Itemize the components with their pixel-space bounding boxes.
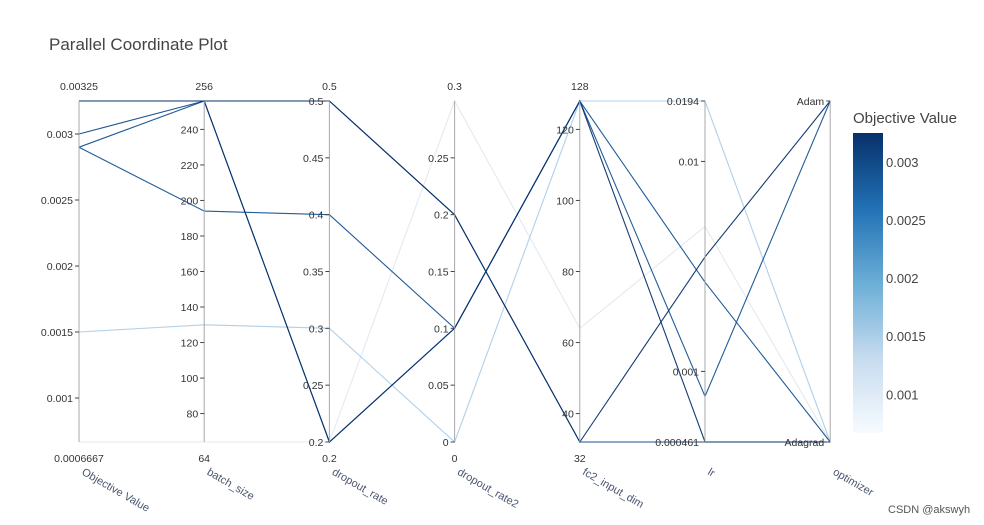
axis-range-max: 0.3 (447, 81, 462, 93)
chart-title: Parallel Coordinate Plot (49, 35, 228, 54)
axis-tick-label: 100 (556, 195, 574, 207)
axis-tick-label: 0.0025 (41, 195, 73, 207)
axis-tick-label: 240 (181, 124, 199, 136)
colorbar-tick-label: 0.002 (886, 271, 919, 286)
axis-range-max: 0.5 (322, 81, 337, 93)
watermark: CSDN @akswyh (888, 504, 970, 516)
colorbar-gradient (853, 133, 883, 433)
axis-tick-label: 0.05 (428, 380, 449, 392)
axis-tick-label: 0.001 (47, 393, 73, 405)
axis-range-min: 32 (574, 453, 586, 465)
axis-tick-label: 200 (181, 195, 199, 207)
axis-tick-label: 0.5 (309, 96, 324, 108)
axis-tick-label: 140 (181, 302, 199, 314)
colorbar-ticks: 0.001 0.0015 0.002 0.0025 0.003 (886, 155, 926, 402)
axes-group: 0.001 0.0015 0.002 0.0025 0.003 0.00325 0.0006… (41, 81, 876, 515)
axis-title: fc2_input_dim (580, 466, 645, 511)
axis-tick-label: 220 (181, 160, 199, 172)
axis-range-min: 64 (198, 453, 210, 465)
axis-tick-label: 80 (562, 267, 574, 279)
axis-tick-label: Adam (797, 96, 825, 108)
axis-tick-label: 0.25 (428, 153, 449, 165)
colorbar: Objective Value 0.0010.00150.0020.00250.… (853, 110, 957, 433)
axis-tick-label: 120 (556, 124, 574, 136)
axis-tick-label: 0.01 (679, 156, 700, 168)
axis-range-min: 0.0006667 (54, 453, 104, 465)
axis-tick-label: 160 (181, 267, 199, 279)
axis-tick-label: 0.0015 (41, 327, 73, 339)
axis-tick-label: 0.003 (47, 129, 73, 141)
axis-title: batch_size (205, 466, 257, 503)
axis-title: lr (706, 466, 718, 480)
axis-tick-label: 0.000461 (655, 437, 699, 449)
axis-tick-label: 0.2 (309, 437, 324, 449)
axis-tick-label: 0.0194 (667, 96, 699, 108)
axis-tick-label: 0 (443, 437, 449, 449)
axis-tick-label: 0.4 (309, 210, 324, 222)
axis-title: dropout_rate2 (455, 466, 520, 511)
axis-tick-label: 60 (562, 338, 574, 350)
colorbar-tick-label: 0.001 (886, 387, 919, 402)
colorbar-title: Objective Value (853, 110, 957, 127)
axis-tick-label: 0.2 (434, 210, 449, 222)
axis-tick-label: 40 (562, 409, 574, 421)
axis-tick-label: 120 (181, 338, 199, 350)
axis-range-min: 0.2 (322, 453, 337, 465)
axis-range-max: 128 (571, 81, 589, 93)
colorbar-tick-label: 0.0015 (886, 329, 926, 344)
axis-tick-label: 0.002 (47, 261, 73, 273)
axis-tick-label: 0.25 (303, 380, 324, 392)
axis-tick-label: 100 (181, 373, 199, 385)
axis-title: Objective Value (80, 466, 152, 515)
colorbar-tick-label: 0.003 (886, 155, 919, 170)
axis-range-max: 0.00325 (60, 81, 98, 93)
axis-tick-label: 0.1 (434, 323, 449, 335)
axis-tick-label: 0.3 (309, 323, 324, 335)
axis-tick-label: 0.15 (428, 267, 449, 279)
axis-tick-label: 180 (181, 231, 199, 243)
axis-range-min: 0 (452, 453, 458, 465)
axis-title: optimizer (831, 466, 876, 499)
axis-range-max: 256 (195, 81, 213, 93)
axis-tick-label: 0.35 (303, 267, 324, 279)
colorbar-tick-label: 0.0025 (886, 213, 926, 228)
axis-title: dropout_rate (330, 466, 390, 508)
axis-tick-label: 80 (187, 409, 199, 421)
axis-tick-label: Adagrad (784, 437, 824, 449)
axis-tick-label: 0.001 (673, 366, 699, 378)
axis-tick-label: 0.45 (303, 153, 324, 165)
